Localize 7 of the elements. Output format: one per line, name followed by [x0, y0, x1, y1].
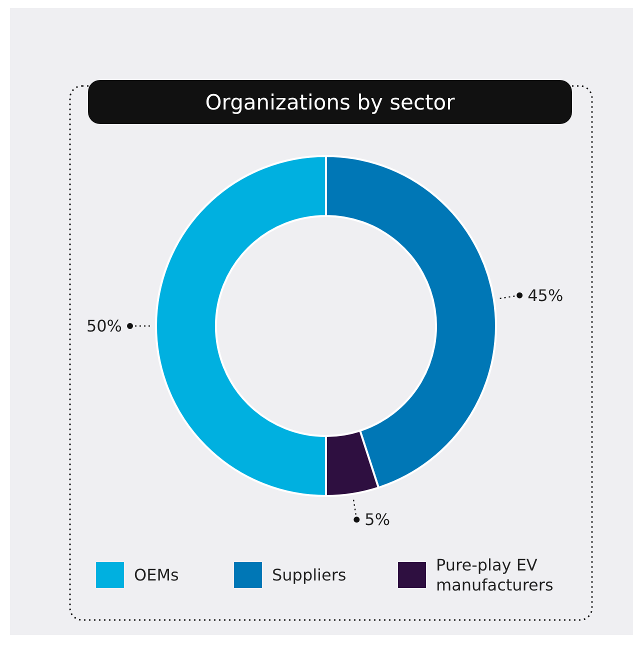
data-label: 50% — [86, 316, 122, 336]
legend-label: OEMs — [134, 566, 179, 585]
data-label: 5% — [364, 510, 390, 530]
legend-label: Suppliers — [272, 566, 346, 585]
legend-label: Pure-play EV manufacturers — [436, 556, 554, 595]
data-label: 45% — [528, 286, 564, 305]
chart-title: Organizations by sector — [205, 90, 456, 114]
